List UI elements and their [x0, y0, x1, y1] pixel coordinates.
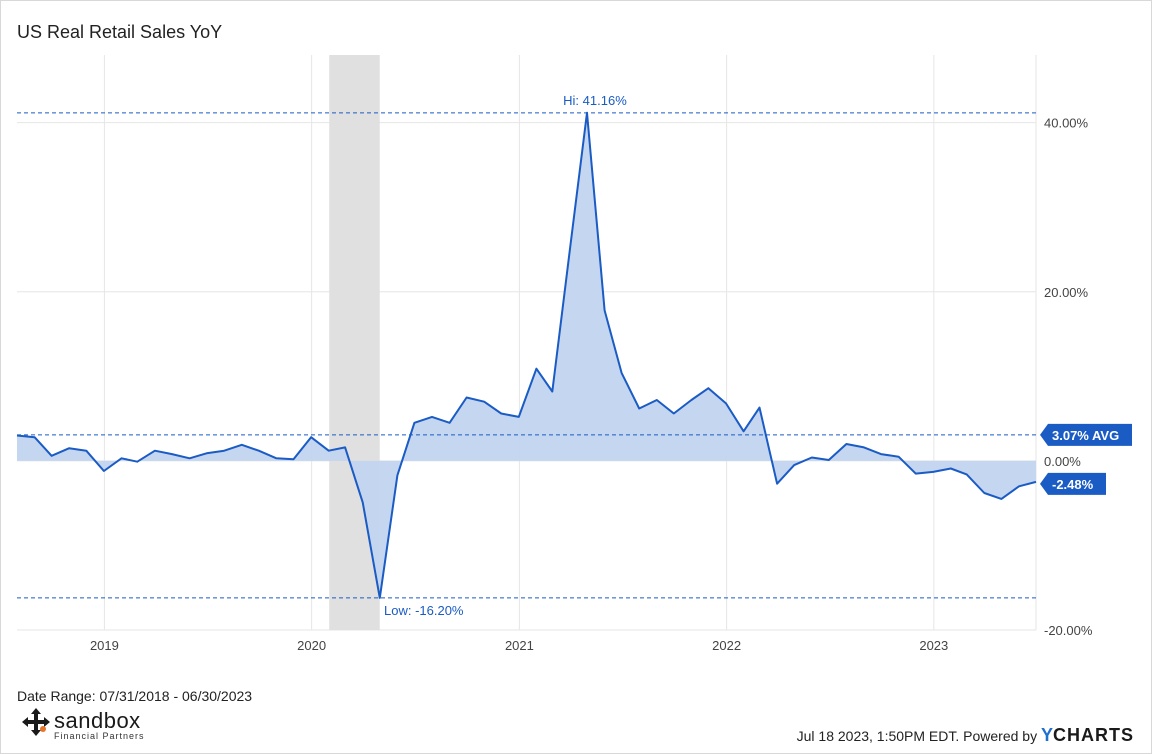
x-tick-label: 2021	[505, 638, 534, 653]
last-value-label: -2.48%	[1052, 477, 1094, 492]
y-tick-label: 20.00%	[1044, 285, 1089, 300]
avg-tag	[1040, 423, 1132, 446]
x-tick-label: 2023	[919, 638, 948, 653]
series-line	[16, 111, 1037, 599]
date-range-label: Date Range: 07/31/2018 - 06/30/2023	[17, 688, 253, 704]
x-tick-label: 2022	[712, 638, 741, 653]
avg-tag-label: 3.07% AVG	[1052, 428, 1119, 443]
sandbox-logo: sandbox Financial Partners	[22, 708, 162, 744]
hi-label: Hi: 41.16%	[563, 93, 627, 108]
arrows-cross-icon	[22, 708, 50, 736]
low-label: Low: -16.20%	[384, 603, 464, 618]
chart-area: 2019 2020 2021 2022 2023 Hi: 41.16% 3.07% AVG L…	[16, 55, 1132, 653]
y-tick-label: -20.00%	[1044, 623, 1093, 638]
ycharts-brand-y[interactable]: Y	[1040, 725, 1053, 745]
y-tick-label: 40.00%	[1044, 116, 1089, 131]
ycharts-brand-rest[interactable]: CHARTS	[1053, 725, 1134, 745]
timestamp-label: Jul 18 2023, 1:50PM EDT. Powered by	[796, 728, 1038, 744]
chart-title: US Real Retail Sales YoY	[17, 22, 223, 42]
x-tick-label: 2019	[90, 638, 119, 653]
y-tick-label: 0.00%	[1044, 454, 1081, 469]
logo-name: sandbox	[54, 708, 141, 733]
series-area	[17, 112, 1036, 598]
logo-subtitle: Financial Partners	[54, 731, 145, 741]
x-tick-label: 2020	[297, 638, 326, 653]
powered-by: Jul 18 2023, 1:50PM EDT. Powered by YCHA…	[797, 725, 1134, 746]
last-value-tag	[1040, 472, 1106, 495]
